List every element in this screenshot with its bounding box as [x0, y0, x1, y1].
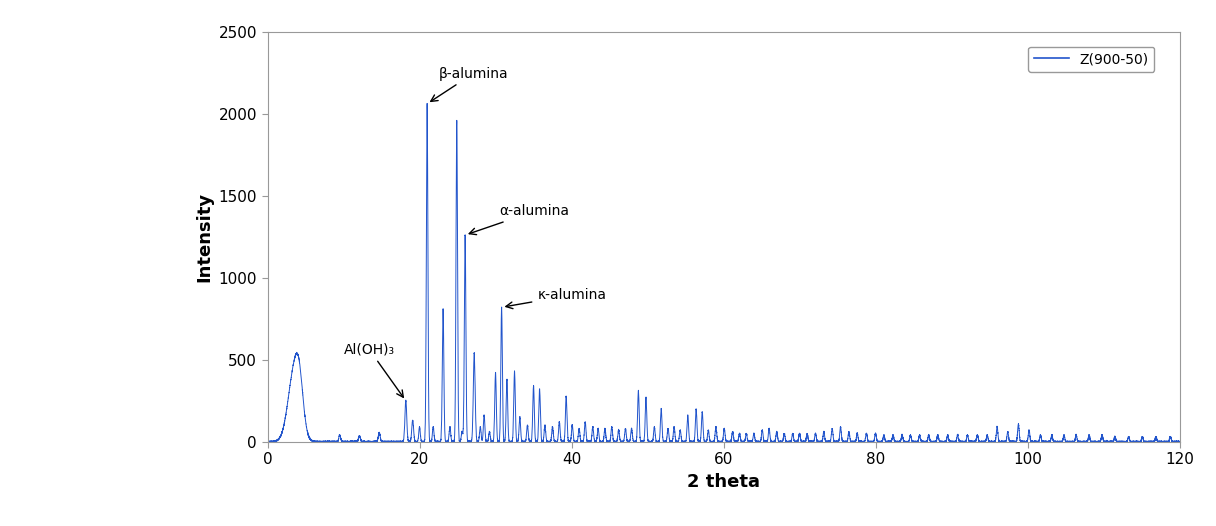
Text: α-alumina: α-alumina: [469, 205, 569, 235]
Legend: Z(900-50): Z(900-50): [1029, 47, 1154, 72]
Text: Al(OH)₃: Al(OH)₃: [343, 342, 404, 397]
Text: β-alumina: β-alumina: [430, 66, 508, 102]
Text: κ-alumina: κ-alumina: [506, 288, 607, 309]
X-axis label: 2 theta: 2 theta: [687, 473, 760, 491]
Y-axis label: Intensity: Intensity: [195, 191, 213, 282]
